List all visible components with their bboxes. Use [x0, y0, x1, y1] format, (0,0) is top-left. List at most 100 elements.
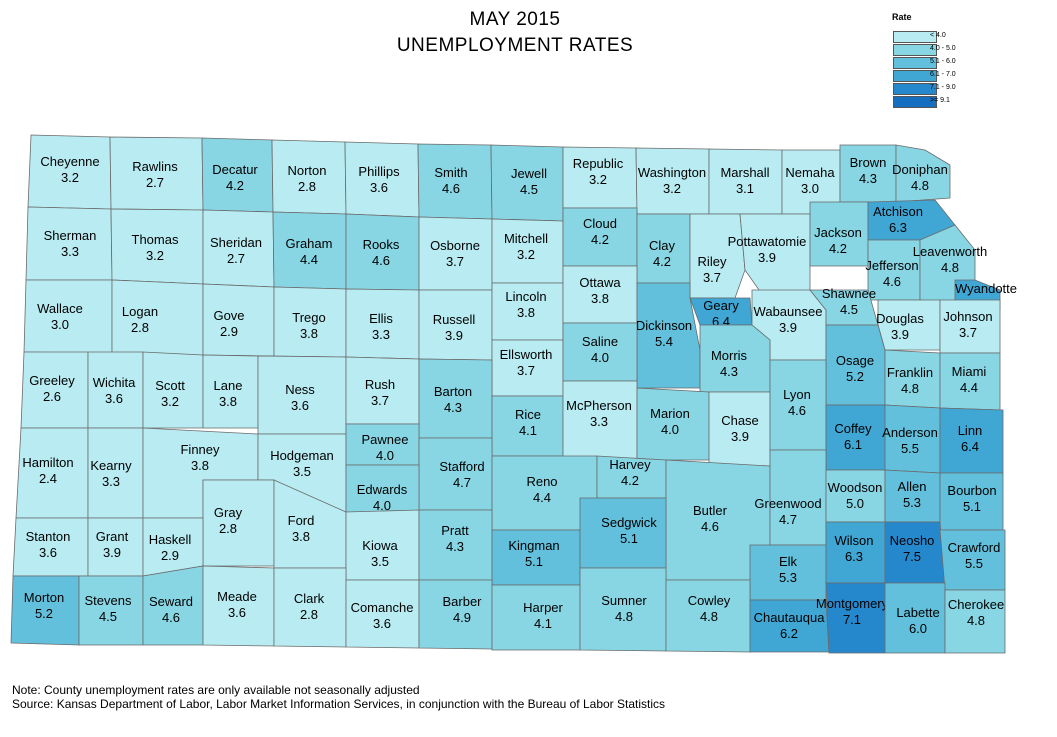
county-name-label: Osage	[836, 353, 874, 368]
county-name-label: Ellsworth	[500, 347, 553, 362]
county-name-label: Gove	[213, 308, 244, 323]
county-rate-label: 4.6	[162, 610, 180, 625]
county-rate-label: 4.8	[615, 609, 633, 624]
county-name-label: Rice	[515, 407, 541, 422]
county-rate-label: 4.0	[661, 422, 679, 437]
county-name-label: Chase	[721, 413, 759, 428]
county-rate-label: 3.2	[589, 172, 607, 187]
county-name-label: Sedgwick	[601, 515, 657, 530]
legend-swatch	[893, 44, 937, 56]
county-rate-label: 3.3	[372, 327, 390, 342]
legend-swatch	[893, 70, 937, 82]
county-name-label: Labette	[896, 605, 939, 620]
county-rate-label: 3.5	[371, 554, 389, 569]
county-name-label: Pottawatomie	[728, 234, 807, 249]
county-name-label: Cloud	[583, 216, 617, 231]
county-name-label: Woodson	[828, 480, 883, 495]
county-rate-label: 2.9	[161, 548, 179, 563]
county-name-label: Geary	[703, 298, 739, 313]
county-name-label: Russell	[433, 312, 476, 327]
legend-swatch	[893, 96, 937, 108]
county-rate-label: 3.6	[39, 545, 57, 560]
county-name-label: Harvey	[609, 457, 651, 472]
county-rate-label: 5.5	[901, 441, 919, 456]
county-name-label: Jewell	[511, 166, 547, 181]
county-name-label: Marshall	[720, 165, 769, 180]
county-name-label: Stafford	[439, 459, 484, 474]
county-name-label: Neosho	[890, 533, 935, 548]
county-name-label: Graham	[286, 236, 333, 251]
county-rate-label: 3.2	[663, 181, 681, 196]
county-rate-label: 2.9	[220, 324, 238, 339]
county-name-label: Nemaha	[785, 165, 835, 180]
county-rate-label: 4.0	[376, 448, 394, 463]
county-rate-label: 3.6	[373, 616, 391, 631]
legend-row: 6.1 - 7.0	[892, 70, 962, 82]
county-name-label: Riley	[698, 254, 727, 269]
county-name-label: Leavenworth	[913, 244, 987, 259]
county-rate-label: 7.5	[903, 549, 921, 564]
county-name-label: Thomas	[132, 232, 179, 247]
county-name-label: Greeley	[29, 373, 75, 388]
county-name-label: Grant	[96, 529, 129, 544]
legend-title: Rate	[892, 12, 912, 22]
county-rate-label: 4.3	[720, 364, 738, 379]
county-name-label: Jefferson	[865, 258, 918, 273]
county-shape	[87, 351, 144, 429]
county-rate-label: 2.7	[146, 175, 164, 190]
county-name-label: Edwards	[357, 482, 408, 497]
county-rate-label: 4.2	[653, 254, 671, 269]
county-rate-label: 4.8	[901, 381, 919, 396]
county-name-label: Haskell	[149, 532, 192, 547]
county-name-label: Ellis	[369, 311, 393, 326]
legend-label: < 4.0	[930, 32, 946, 39]
county-rate-label: 4.3	[444, 400, 462, 415]
county-rate-label: 4.4	[960, 380, 978, 395]
county-rate-label: 3.8	[517, 305, 535, 320]
county-rate-label: 6.4	[961, 439, 979, 454]
county-name-label: Jackson	[814, 225, 862, 240]
county-name-label: Barton	[434, 384, 472, 399]
county-rate-label: 2.8	[219, 521, 237, 536]
county-name-label: Ford	[288, 513, 315, 528]
county-rate-label: 3.2	[61, 170, 79, 185]
county-rate-label: 3.1	[736, 181, 754, 196]
county-rate-label: 3.7	[959, 325, 977, 340]
county-name-label: Lyon	[783, 387, 811, 402]
county-name-label: Ottawa	[579, 275, 621, 290]
county-name-label: Crawford	[948, 540, 1001, 555]
county-name-label: Lane	[214, 378, 243, 393]
county-name-label: Montgomery	[816, 596, 889, 611]
county-name-label: Dickinson	[636, 318, 692, 333]
county-name-label: Seward	[149, 594, 193, 609]
county-name-label: Wyandotte	[955, 281, 1017, 296]
